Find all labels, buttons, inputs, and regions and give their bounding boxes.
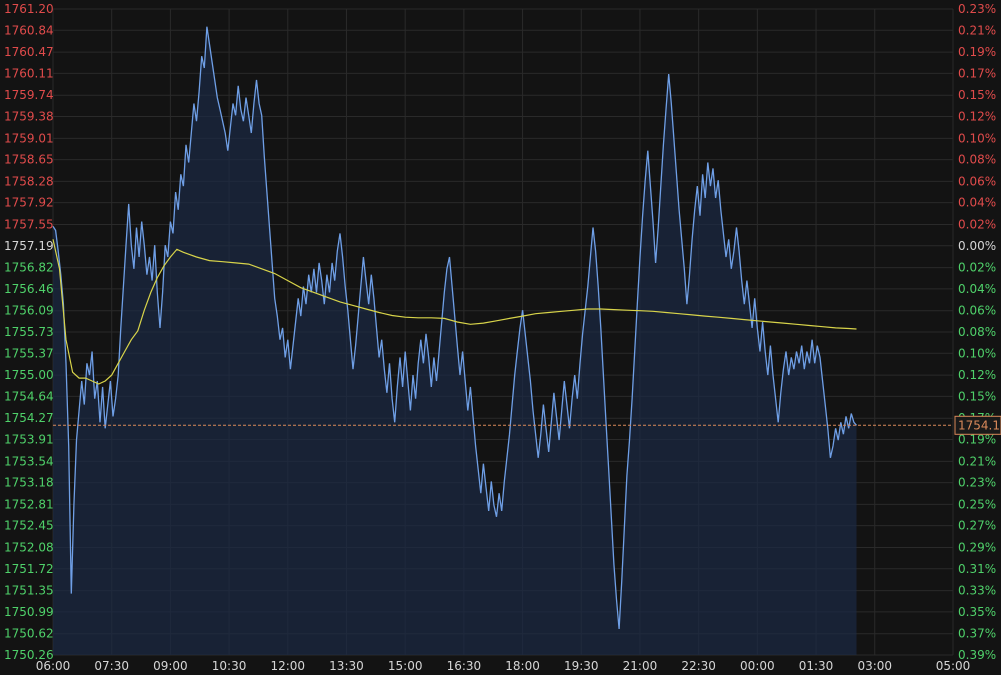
- price-tick-label: 1752.08: [4, 541, 54, 555]
- price-tick-label: 1759.74: [4, 88, 54, 102]
- percent-tick-label: 0.39%: [958, 648, 996, 662]
- time-tick-label: 01:30: [799, 659, 834, 673]
- last-price-tag: 1754.15: [954, 415, 1001, 435]
- percent-tick-label: 0.08%: [958, 153, 996, 167]
- price-tick-label: 1755.73: [4, 325, 54, 339]
- percent-tick-label: 0.23%: [958, 476, 996, 490]
- price-tick-label: 1753.54: [4, 454, 54, 468]
- time-tick-label: 16:30: [447, 659, 482, 673]
- percent-tick-label: 0.12%: [958, 109, 996, 123]
- percent-tick-label: 0.17%: [958, 66, 996, 80]
- time-tick-label: 03:00: [857, 659, 892, 673]
- price-tick-label: 1753.91: [4, 432, 54, 446]
- percent-tick-label: 0.10%: [958, 131, 996, 145]
- time-tick-label: 19:30: [564, 659, 599, 673]
- time-tick-label: 06:00: [36, 659, 71, 673]
- price-tick-label: 1752.45: [4, 519, 54, 533]
- price-tick-label: 1750.26: [4, 648, 54, 662]
- price-tick-label: 1761.20: [4, 2, 54, 16]
- price-tick-label: 1759.01: [4, 131, 54, 145]
- price-tick-label: 1750.62: [4, 627, 54, 641]
- percent-tick-label: 0.21%: [958, 23, 996, 37]
- percent-tick-label: 0.06%: [958, 174, 996, 188]
- price-tick-label: 1755.37: [4, 346, 54, 360]
- percent-tick-label: 0.04%: [958, 196, 996, 210]
- price-tick-label: 1755.00: [4, 368, 54, 382]
- time-tick-label: 09:00: [153, 659, 188, 673]
- moving-average-line: [52, 239, 857, 385]
- time-tick-label: 21:00: [623, 659, 658, 673]
- percent-tick-label: 0.19%: [958, 45, 996, 59]
- price-tick-label: 1756.09: [4, 304, 54, 318]
- percent-tick-label: 0.06%: [958, 304, 996, 318]
- last-price-box: [954, 415, 1001, 435]
- price-tick-label: 1758.65: [4, 153, 54, 167]
- time-tick-label: 07:30: [94, 659, 129, 673]
- price-axis-left: 1761.20 1760.84 1760.47 1760.11 1759.74 1759.…: [4, 2, 54, 662]
- percent-tick-label: 0.08%: [958, 325, 996, 339]
- last-price-label: 1754.15: [958, 418, 1001, 432]
- percent-axis-right: 0.23% 0.21% 0.19% 0.17% 0.15% 0.12% 0.10% 0.08%…: [958, 2, 996, 662]
- percent-tick-label: 0.25%: [958, 497, 996, 511]
- price-tick-label: 1756.46: [4, 282, 54, 296]
- price-tick-label: 1750.99: [4, 605, 54, 619]
- time-tick-label: 00:00: [740, 659, 775, 673]
- time-tick-label: 12:00: [270, 659, 305, 673]
- time-tick-label: 10:30: [212, 659, 247, 673]
- price-tick-label: 1753.18: [4, 476, 54, 490]
- percent-tick-label: 0.31%: [958, 562, 996, 576]
- price-tick-label: 1757.92: [4, 196, 54, 210]
- time-tick-label: 18:00: [505, 659, 540, 673]
- percent-tick-label: 0.27%: [958, 519, 996, 533]
- percent-tick-label: 0.37%: [958, 627, 996, 641]
- percent-tick-label: 0.35%: [958, 605, 996, 619]
- percent-tick-label: 0.19%: [958, 432, 996, 446]
- percent-tick-label: 0.33%: [958, 584, 996, 598]
- price-line-series: [52, 26, 857, 630]
- price-tick-label: 1758.28: [4, 174, 54, 188]
- price-tick-label: 1760.47: [4, 45, 54, 59]
- percent-tick-label: 0.00%: [958, 239, 996, 253]
- percent-tick-label: 0.04%: [958, 282, 996, 296]
- percent-tick-label: 0.21%: [958, 454, 996, 468]
- time-tick-label: 22:30: [681, 659, 716, 673]
- price-tick-label: 1757.19: [4, 239, 54, 253]
- percent-tick-label: 0.12%: [958, 368, 996, 382]
- percent-tick-label: 0.15%: [958, 88, 996, 102]
- percent-tick-label: 0.23%: [958, 2, 996, 16]
- price-tick-label: 1751.35: [4, 584, 54, 598]
- price-tick-label: 1754.64: [4, 389, 54, 403]
- time-tick-label: 15:00: [388, 659, 423, 673]
- price-tick-label: 1752.81: [4, 497, 54, 511]
- price-tick-label: 1754.27: [4, 411, 54, 425]
- price-tick-label: 1760.84: [4, 23, 54, 37]
- time-axis: 06:00 07:30 09:00 10:30 12:00 13:30 15:00 16:30…: [36, 659, 971, 673]
- percent-tick-label: 0.29%: [958, 541, 996, 555]
- percent-tick-label: 0.15%: [958, 389, 996, 403]
- price-tick-label: 1759.38: [4, 109, 54, 123]
- percent-tick-label: 0.02%: [958, 218, 996, 232]
- price-tick-label: 1756.82: [4, 261, 54, 275]
- time-tick-label: 05:00: [936, 659, 971, 673]
- price-tick-label: 1760.11: [4, 66, 54, 80]
- percent-tick-label: 0.10%: [958, 346, 996, 360]
- time-tick-label: 13:30: [329, 659, 364, 673]
- price-tick-label: 1751.72: [4, 562, 54, 576]
- percent-tick-label: 0.02%: [958, 261, 996, 275]
- price-tick-label: 1757.55: [4, 218, 54, 232]
- price-area-fill: [53, 26, 857, 655]
